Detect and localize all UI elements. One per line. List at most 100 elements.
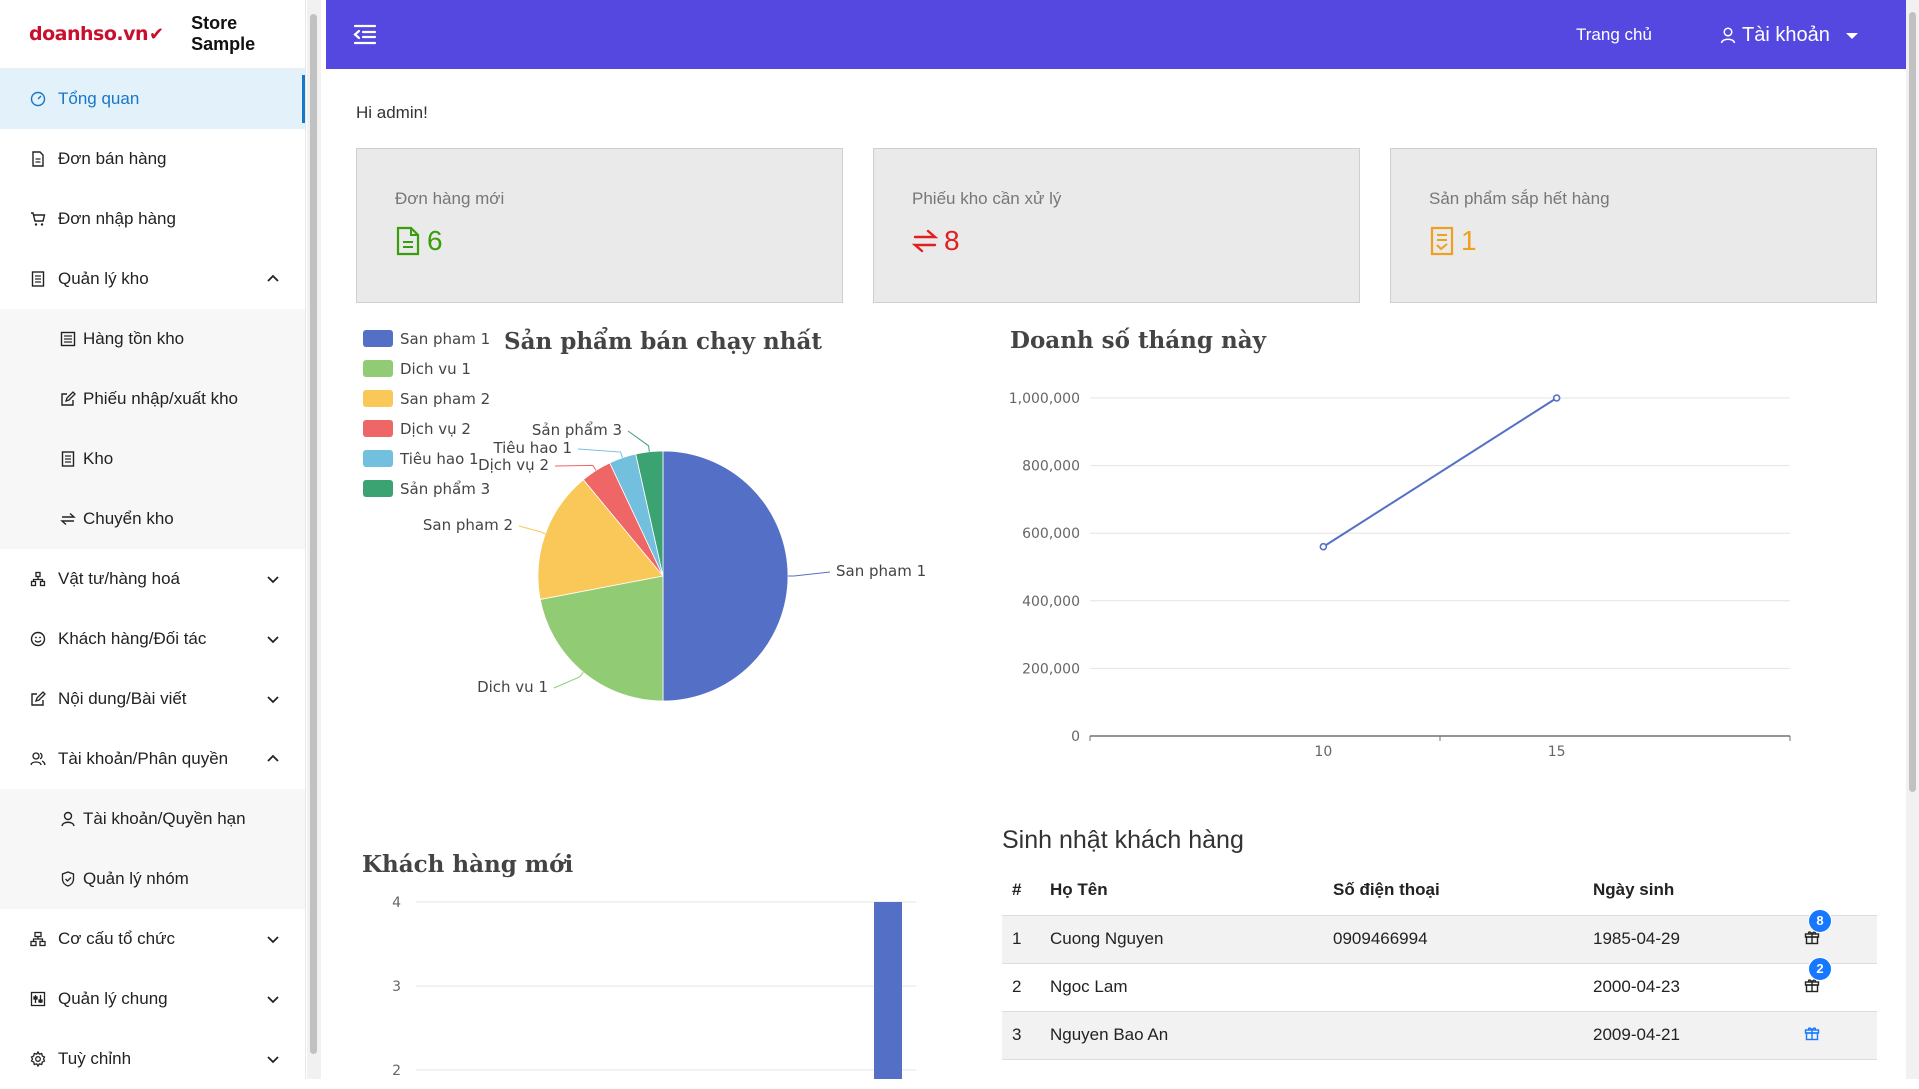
legend-swatch <box>363 390 393 407</box>
sidebar-item-khach-hang-doi-tac[interactable]: Khách hàng/Đối tác <box>0 609 305 669</box>
org-icon <box>29 930 47 948</box>
card-label: Đơn hàng mới <box>395 189 505 208</box>
logo-check-icon: ✔ <box>149 23 165 44</box>
caret-down-icon <box>1845 32 1858 39</box>
legend-item[interactable]: Sản phẩm 3 <box>363 480 490 498</box>
legend-swatch <box>363 480 393 497</box>
sidebar-item-quan-ly-nhom[interactable]: Quản lý nhóm <box>0 849 305 909</box>
document-icon <box>29 150 47 168</box>
sidebar-item-tai-khoan-quyen-han[interactable]: Tài khoản/Quyền hạn <box>0 789 305 849</box>
row-number: 3 <box>1002 1010 1040 1060</box>
chevron-down-icon <box>267 936 279 944</box>
y-tick-label: 2 <box>392 1063 401 1079</box>
customer-dob: 2000-04-23 <box>1583 962 1803 1011</box>
gift-button[interactable] <box>1804 1025 1820 1041</box>
sidebar-item-label: Quản lý chung <box>58 989 168 1008</box>
menu-fold-icon[interactable] <box>352 22 378 46</box>
row-number: 2 <box>1002 962 1040 1011</box>
home-link[interactable]: Trang chủ <box>1576 25 1652 44</box>
sidebar-item-label: Phiếu nhập/xuất kho <box>83 389 239 408</box>
table-row: 1 Cuong Nguyen 0909466994 1985-04-29 8 <box>1002 908 1877 963</box>
line-series <box>1322 397 1558 548</box>
card-label: Phiếu kho cần xử lý <box>912 189 1062 208</box>
sidebar-item-hang-ton-kho[interactable]: Hàng tồn kho <box>0 309 305 369</box>
chevron-up-icon <box>267 754 279 762</box>
sidebar-item-chuyen-kho[interactable]: Chuyển kho <box>0 489 305 549</box>
card-new-orders[interactable]: Đơn hàng mới 6 <box>356 148 843 303</box>
gift-button[interactable]: 8 <box>1804 908 1832 945</box>
pie-chart: Sản phẩm bán chạy nhất San pham 1 Dich vu … <box>363 327 926 702</box>
legend-item[interactable]: San pham 2 <box>363 390 490 408</box>
legend-item[interactable]: Tiêu hao 1 <box>363 450 479 468</box>
line-chart: Doanh số tháng này 0 200,000 400,000 600,000… <box>1009 327 1791 760</box>
pie-label-line <box>554 464 597 471</box>
pie-slice-label: Dich vu 1 <box>477 678 548 696</box>
legend-label: Tiêu hao 1 <box>399 450 479 468</box>
sidebar-item-label: Đơn nhập hàng <box>58 209 176 228</box>
pie-label-line <box>553 671 584 689</box>
line-point[interactable] <box>1552 394 1561 402</box>
sidebar-item-label: Kho <box>83 449 114 468</box>
shield-icon <box>59 870 77 888</box>
bar-chart-title: Khách hàng mới <box>362 851 573 878</box>
pie-slice-label: Dịch vụ 2 <box>478 456 549 474</box>
x-tick-label: 10 <box>1314 744 1332 760</box>
chevron-down-icon <box>267 576 279 584</box>
logo[interactable]: doanhso.vn <box>29 23 149 45</box>
x-tick-label: 15 <box>1548 744 1566 760</box>
pie-slice[interactable] <box>662 450 789 702</box>
line-point[interactable] <box>1319 542 1328 551</box>
sidebar-item-label: Chuyển kho <box>83 509 174 528</box>
col-action <box>1803 866 1877 915</box>
store-name: Store Sample <box>191 13 256 54</box>
sidebar-item-co-cau-to-chuc[interactable]: Cơ cấu tổ chức <box>0 909 305 969</box>
sidebar-item-phieu-nhap-xuat-kho[interactable]: Phiếu nhập/xuất kho <box>0 369 305 429</box>
sidebar-item-label: Quản lý nhóm <box>83 869 189 888</box>
sidebar-item-tai-khoan-phan-quyen[interactable]: Tài khoản/Phân quyền <box>0 729 305 789</box>
sidebar-item-tong-quan[interactable]: Tổng quan <box>0 69 305 129</box>
bar[interactable] <box>874 902 902 1079</box>
sidebar-item-quan-ly-kho[interactable]: Quản lý kho <box>0 249 305 309</box>
sidebar-item-don-ban-hang[interactable]: Đơn bán hàng <box>0 129 305 189</box>
legend-item[interactable]: Dịch vụ 2 <box>363 420 471 438</box>
sidebar-menu: Tổng quan Đơn bán hàng Đơn nhập hàng Quản l… <box>0 69 305 1089</box>
birthday-table: # Họ Tên Số điện thoại Ngày sinh 1 Cuong … <box>1002 866 1877 1060</box>
smile-icon <box>29 630 47 648</box>
pie-slice[interactable] <box>537 479 664 600</box>
col-name: Họ Tên <box>1050 880 1108 900</box>
legend-item[interactable]: San pham 1 <box>363 330 490 348</box>
table-row: 2 Ngoc Lam 2000-04-23 2 <box>1002 956 1877 1011</box>
table-row: 3 Nguyen Bao An 2009-04-21 <box>1002 1010 1877 1060</box>
y-tick-label: 1,000,000 <box>1009 391 1080 407</box>
page-scrollbar-thumb[interactable] <box>1909 12 1916 792</box>
sidebar-scrollbar-thumb[interactable] <box>310 14 317 1054</box>
warehouse-icon <box>29 270 47 288</box>
sidebar-item-label: Tuỳ chỉnh <box>58 1049 132 1068</box>
account-dropdown[interactable]: Tài khoản <box>1720 24 1858 47</box>
card-low-stock[interactable]: Sản phẩm sắp hết hàng 1 <box>1390 148 1877 303</box>
sidebar-item-tuy-chinh[interactable]: Tuỳ chỉnh <box>0 1029 305 1089</box>
customer-name: Cuong Nguyen <box>1040 914 1323 963</box>
y-tick-label: 0 <box>1071 729 1080 745</box>
sidebar-item-don-nhap-hang[interactable]: Đơn nhập hàng <box>0 189 305 249</box>
sidebar-item-noi-dung-bai-viet[interactable]: Nội dung/Bài viết <box>0 669 305 729</box>
legend-item[interactable]: Dich vu 1 <box>363 360 471 378</box>
gift-count-badge: 2 <box>1808 956 1832 981</box>
sidebar-item-label: Quản lý kho <box>58 269 149 288</box>
swap-icon <box>912 229 938 253</box>
sidebar-item-vat-tu-hang-hoa[interactable]: Vật tư/hàng hoá <box>0 549 305 609</box>
card-pending-stock[interactable]: Phiếu kho cần xử lý 8 <box>873 148 1360 303</box>
brand: doanhso.vn ✔ Store Sample <box>0 0 305 69</box>
pie-label-line <box>788 571 831 577</box>
pie-slice[interactable] <box>539 575 664 702</box>
sidebar-item-kho[interactable]: Kho <box>0 429 305 489</box>
legend-swatch <box>363 420 393 437</box>
gift-button[interactable]: 2 <box>1804 956 1832 993</box>
dashboard-icon <box>29 90 47 108</box>
chevron-down-icon <box>267 996 279 1004</box>
customer-name: Ngoc Lam <box>1040 962 1323 1011</box>
customer-dob: 2009-04-21 <box>1583 1010 1803 1060</box>
greeting: Hi admin! <box>356 103 428 122</box>
sidebar-item-quan-ly-chung[interactable]: Quản lý chung <box>0 969 305 1029</box>
transfer-icon <box>59 510 77 528</box>
